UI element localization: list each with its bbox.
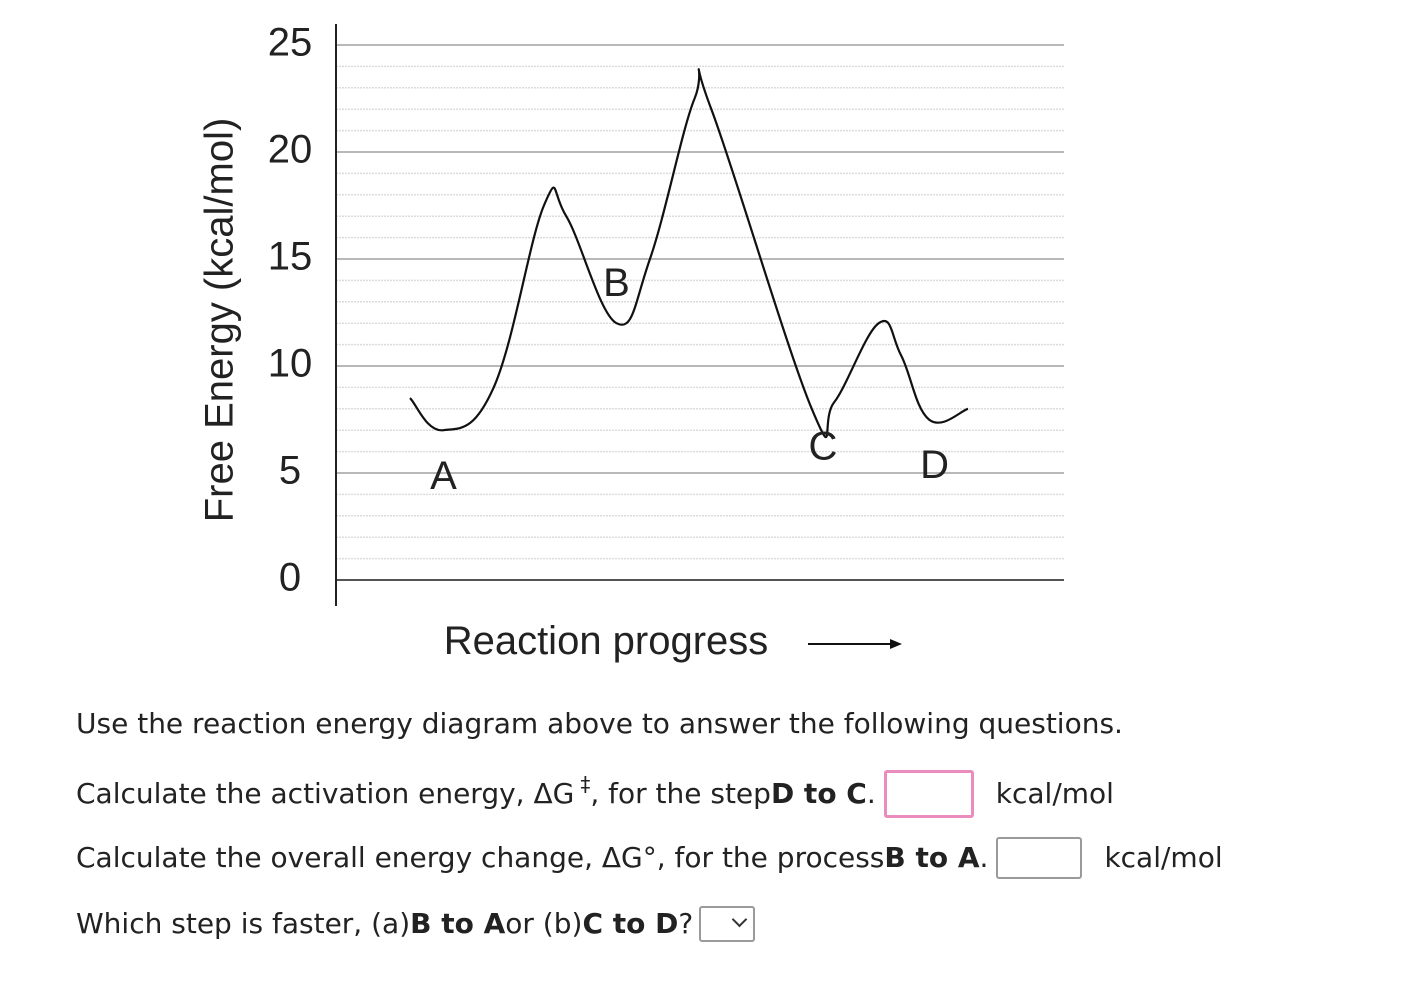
x-axis-label: Reaction progress [444,619,769,663]
q1-middle: , for the step [590,777,771,810]
faster-step-select[interactable] [699,906,756,942]
point-labels: A B C D [430,261,949,498]
y-tick-label: 20 [268,128,313,172]
point-label-c: C [808,424,837,468]
q2-suffix: . [979,841,989,874]
q1-suffix: . [866,777,876,810]
q1-prefix: Calculate the activation energy, ΔG [76,777,575,810]
y-axis-label: Free Energy (kcal/mol) [198,118,242,523]
double-dagger-symbol: ‡ [580,772,591,796]
y-tick-label: 15 [268,235,313,279]
question-overall-energy: Calculate the overall energy change, ΔG°… [76,837,1223,879]
x-axis-arrow [808,639,902,649]
point-label-b: B [603,261,630,305]
q3-suffix: ? [678,907,694,940]
activation-energy-input[interactable] [883,770,974,818]
q3-prefix: Which step is faster, (a) [76,907,411,940]
point-label-a: A [430,454,457,498]
q2-unit: kcal/mol [1104,841,1223,874]
y-tick-label: 5 [279,449,301,493]
chevron-down-icon [731,911,748,928]
q2-bold-step: B to A [884,841,980,874]
point-label-d: D [920,443,949,487]
q3-bold-a: B to A [410,907,506,940]
y-ticks: 0 5 10 15 20 25 [268,21,313,600]
overall-energy-input[interactable] [996,837,1083,879]
energy-curve [409,68,969,439]
y-tick-label: 0 [279,556,301,600]
q1-bold-step: D to C [770,777,867,810]
y-tick-label: 25 [268,21,313,65]
q1-unit: kcal/mol [995,777,1114,810]
y-tick-label: 10 [268,342,313,386]
q2-prefix: Calculate the overall energy change, ΔG°… [76,841,885,874]
grid-lines [336,44,1064,581]
question-activation-energy: Calculate the activation energy, ΔG ‡ , … [76,770,1114,818]
q3-bold-b: C to D [582,907,679,940]
q3-middle: or (b) [505,907,583,940]
energy-diagram: 0 5 10 15 20 25 A B C D Free Energy (kcal/mol) R… [198,21,1064,663]
intro-text: Use the reaction energy diagram above to… [76,707,1123,740]
question-faster-step: Which step is faster, (a) B to A or (b) … [76,904,756,944]
